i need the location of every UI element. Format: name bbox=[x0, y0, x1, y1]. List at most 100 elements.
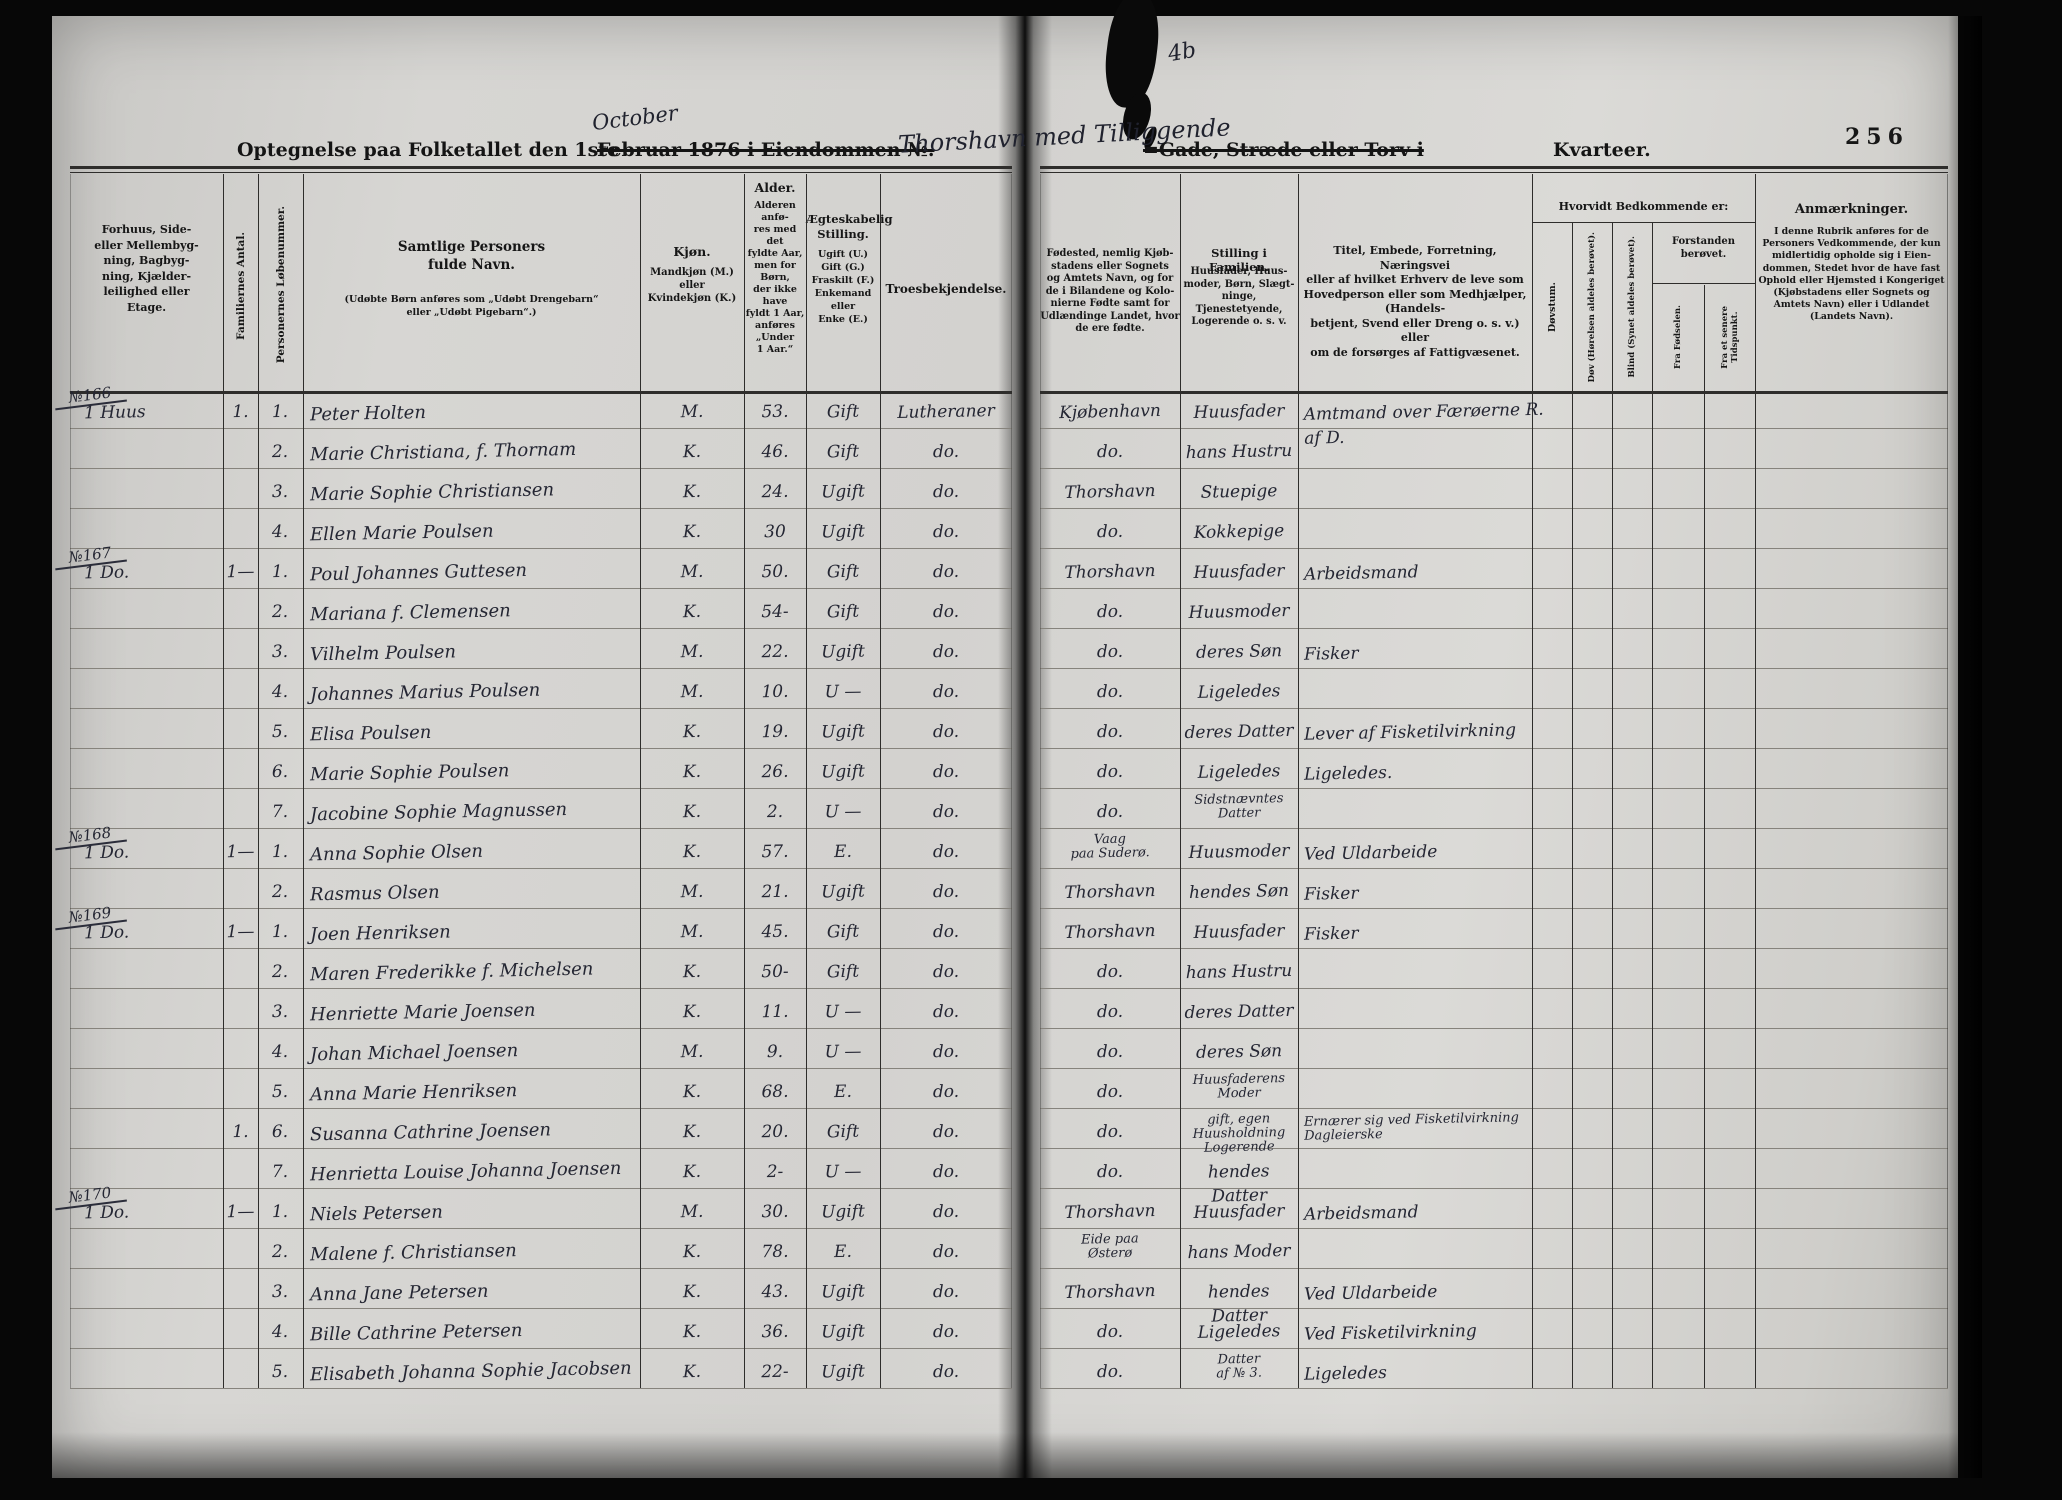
cell-kjon: M. bbox=[680, 641, 704, 663]
cell-tro: do. bbox=[932, 1041, 960, 1063]
census-title-kvarteer: Kvarteer. bbox=[1553, 139, 1651, 161]
column-header-remarks: Anmærkninger. bbox=[1794, 202, 1909, 217]
cell-stilling: gift, egen Huusholdning Logerende bbox=[1192, 1111, 1286, 1156]
cell-familier: 1— bbox=[226, 1201, 255, 1223]
cell-civilstand: E. bbox=[833, 1241, 853, 1263]
cell-tro: do. bbox=[932, 1241, 960, 1263]
cell-tro: do. bbox=[932, 481, 960, 503]
cell-kjon: K. bbox=[682, 1241, 702, 1263]
column-header-blind: Blind (Synet aldeles berøvet). bbox=[1627, 236, 1637, 378]
cell-familier: 1— bbox=[226, 921, 255, 943]
cell-stilling: Huusfader bbox=[1193, 561, 1285, 583]
cell-nr: 1. bbox=[271, 841, 289, 863]
cell-stilling: Datter af № 3. bbox=[1216, 1351, 1263, 1382]
cell-alder: 2. bbox=[766, 801, 784, 823]
column-header-marital: Ægteskabelig Stilling. bbox=[806, 212, 893, 241]
cell-kjon: K. bbox=[682, 481, 702, 503]
cell-civilstand: U — bbox=[824, 1161, 862, 1183]
column-header-sex-note: Mandkjøn (M.) eller Kvindekjøn (K.) bbox=[647, 267, 737, 304]
cell-nr: 2. bbox=[271, 881, 289, 903]
cell-erhverv: Ernærer sig ved Fisketilvirkning Dagleie… bbox=[1303, 1110, 1520, 1144]
cell-nr: 3. bbox=[271, 481, 289, 503]
cell-tro: do. bbox=[932, 921, 960, 943]
cell-nr: 7. bbox=[271, 801, 289, 823]
cell-nr: 2. bbox=[271, 601, 289, 623]
column-header-name-note: (Udøbte Børn anføres som „Udøbt Drengeba… bbox=[344, 294, 599, 318]
cell-stilling: Huusfaderens Moder bbox=[1192, 1071, 1286, 1102]
cell-fodested: do. bbox=[1096, 1041, 1124, 1063]
cell-stilling: hans Hustru bbox=[1185, 960, 1293, 984]
cell-stilling: hans Moder bbox=[1187, 1240, 1291, 1264]
cell-civilstand: U — bbox=[824, 801, 862, 823]
cell-nr: 4. bbox=[271, 681, 289, 703]
cell-kjon: K. bbox=[682, 1361, 702, 1383]
cell-tro: do. bbox=[932, 801, 960, 823]
cell-nr: 2. bbox=[271, 961, 289, 983]
cell-fodested: do. bbox=[1096, 1121, 1124, 1143]
cell-tro: do. bbox=[932, 1321, 960, 1343]
cell-nr: 7. bbox=[271, 1161, 289, 1183]
cell-civilstand: Ugift bbox=[820, 761, 866, 783]
cell-familier: 1. bbox=[232, 401, 249, 423]
cell-stilling: Huusfader bbox=[1193, 921, 1285, 943]
cell-kjon: K. bbox=[682, 961, 702, 983]
cell-fodested: do. bbox=[1096, 1161, 1124, 1183]
cell-familier: 1. bbox=[232, 1121, 249, 1143]
column-header-from-later: Fra et senere Tidspunkt. bbox=[1719, 305, 1740, 369]
cell-tro: do. bbox=[932, 881, 960, 903]
cell-stilling: hans Hustru bbox=[1185, 440, 1293, 464]
cell-kjon: K. bbox=[682, 721, 702, 743]
cell-fodested: do. bbox=[1096, 641, 1124, 663]
cell-fodested: Vaag paa Suderø. bbox=[1070, 831, 1150, 862]
cell-fodested: do. bbox=[1096, 1321, 1124, 1343]
cell-civilstand: Gift bbox=[826, 441, 860, 463]
cell-tro: do. bbox=[932, 681, 960, 703]
cell-nr: 3. bbox=[271, 1001, 289, 1023]
column-header-person-number: Personernes Løbenummer. bbox=[274, 206, 287, 364]
cell-stilling: deres Datter bbox=[1184, 1000, 1294, 1024]
cell-fodested: Eide paa Østerø bbox=[1080, 1231, 1139, 1262]
cell-civilstand: Ugift bbox=[820, 1361, 866, 1383]
cell-nr: 3. bbox=[271, 641, 289, 663]
cell-nr: 4. bbox=[271, 1041, 289, 1063]
cell-alder: 45. bbox=[761, 921, 789, 943]
column-header-remarks-note: I denne Rubrik anføres for de Personers … bbox=[1758, 226, 1945, 323]
census-title-struck-date: Februar 1876 i Eiendommen №. bbox=[597, 139, 935, 161]
cell-civilstand: Ugift bbox=[820, 481, 866, 503]
cell-fodested: do. bbox=[1096, 521, 1124, 543]
cell-kjon: K. bbox=[682, 1081, 702, 1103]
cell-kjon: M. bbox=[680, 1041, 704, 1063]
cell-nr: 4. bbox=[271, 521, 289, 543]
handwritten-mark: 4b bbox=[1166, 37, 1199, 68]
cell-nr: 1. bbox=[271, 561, 289, 583]
cell-alder: 22. bbox=[761, 641, 789, 663]
page-number: 256 bbox=[1845, 124, 1909, 150]
cell-bygning: 1 Do. bbox=[83, 1202, 130, 1224]
cell-fodested: Thorshavn bbox=[1064, 1281, 1156, 1303]
cell-stilling: deres Datter bbox=[1184, 720, 1294, 744]
cell-civilstand: Gift bbox=[826, 921, 860, 943]
cell-civilstand: Ugift bbox=[820, 881, 866, 903]
cell-stilling: deres Søn bbox=[1195, 641, 1283, 663]
cell-bygning: 1 Do. bbox=[83, 562, 130, 584]
cell-kjon: K. bbox=[682, 1281, 702, 1303]
cell-stilling: Stuepige bbox=[1200, 481, 1278, 503]
cell-tro: do. bbox=[932, 841, 960, 863]
cell-tro: do. bbox=[932, 1161, 960, 1183]
cell-stilling: Huusmoder bbox=[1188, 600, 1290, 624]
cell-fodested: Thorshavn bbox=[1064, 1201, 1156, 1223]
cell-civilstand: E. bbox=[833, 841, 853, 863]
cell-civilstand: Ugift bbox=[820, 521, 866, 543]
cell-fodested: Kjøbenhavn bbox=[1058, 400, 1162, 424]
cell-alder: 54- bbox=[761, 601, 789, 623]
cell-stilling: Huusfader bbox=[1193, 1201, 1285, 1223]
cell-kjon: K. bbox=[682, 1121, 702, 1143]
cell-civilstand: Ugift bbox=[820, 1321, 866, 1343]
cell-civilstand: Gift bbox=[826, 561, 860, 583]
column-header-birthplace: Fødested, nemlig Kjøb- stadens eller Sog… bbox=[1040, 248, 1180, 334]
cell-alder: 36. bbox=[761, 1321, 789, 1343]
cell-fodested: do. bbox=[1096, 1361, 1124, 1383]
cell-kjon: K. bbox=[682, 1321, 702, 1343]
column-header-marital-note: Ugift (U.) Gift (G.) Fraskilt (F.) Enkem… bbox=[811, 249, 875, 325]
cell-alder: 50- bbox=[761, 961, 789, 983]
